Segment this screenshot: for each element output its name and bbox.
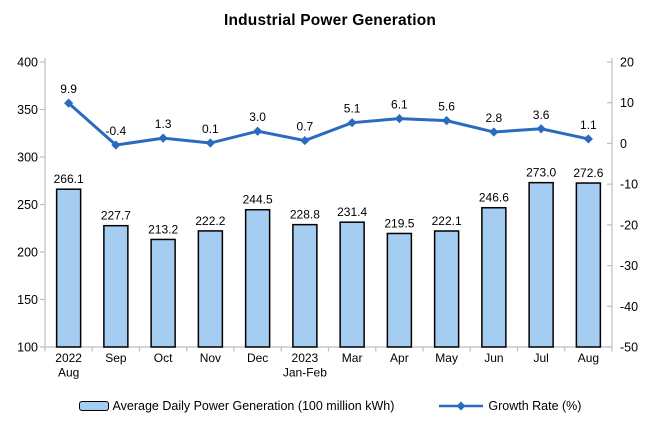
bar <box>481 206 507 348</box>
right-axis-tick-label: 10 <box>620 96 634 110</box>
x-axis-category-label: May <box>435 351 458 365</box>
chart-canvas: 40035030025020015010020100-10-20-30-40-5… <box>17 56 638 380</box>
bar-value-label: 272.6 <box>573 166 603 180</box>
left-axis-tick-label: 300 <box>17 151 38 165</box>
legend-bar-label: Average Daily Power Generation (100 mill… <box>112 399 395 413</box>
left-axis-tick-label: 350 <box>17 103 38 117</box>
x-axis-category-label: Mar <box>342 351 363 365</box>
line-value-label: -0.4 <box>106 124 127 138</box>
line-series-swatch-icon <box>439 401 484 411</box>
bar <box>528 181 554 348</box>
right-axis-tick-label: 0 <box>620 137 627 151</box>
line-value-label: 0.1 <box>202 122 219 136</box>
bar-series-swatch-icon <box>78 401 109 411</box>
line-value-label: 9.9 <box>60 82 77 96</box>
legend-line-label: Growth Rate (%) <box>488 399 582 413</box>
line-marker-diamond-icon <box>300 135 310 146</box>
bar <box>244 208 271 348</box>
legend: Average Daily Power Generation (100 mill… <box>0 399 660 413</box>
line-marker-diamond-icon <box>536 124 546 134</box>
line-value-label: 0.7 <box>297 120 314 134</box>
line-marker-diamond-icon <box>111 140 121 150</box>
line-value-label: 1.3 <box>155 117 172 131</box>
right-axis-tick-label: -10 <box>620 178 638 192</box>
line-value-label: 3.6 <box>533 108 550 122</box>
bars-group: 266.1 227.7 213.2 222.2 244.5 228.8 231.4 219.5… <box>54 166 604 348</box>
x-axis-category-label: Jun <box>484 351 503 365</box>
bar-value-label: 273.0 <box>526 166 556 180</box>
bar <box>575 182 602 348</box>
line-value-label: 1.1 <box>580 118 597 132</box>
bar-value-label: 219.5 <box>384 216 414 230</box>
line-value-label: 2.8 <box>486 111 503 125</box>
line-marker-diamond-icon <box>253 126 263 136</box>
line-marker-diamond-icon <box>158 133 168 143</box>
axes-group <box>40 58 613 352</box>
x-axis-category-label: 2022 <box>55 351 82 365</box>
bar <box>433 230 460 348</box>
bar-value-label: 231.4 <box>337 205 367 219</box>
line-value-label: 6.1 <box>391 98 408 112</box>
right-axis-tick-label: -20 <box>620 218 638 232</box>
x-axis-category-label: Nov <box>200 351 221 365</box>
left-axis-tick-label: 150 <box>17 293 38 307</box>
bar-value-label: 222.2 <box>195 214 225 228</box>
bar <box>150 238 176 348</box>
right-axis-tick-label: -30 <box>620 259 638 273</box>
bar-value-label: 246.6 <box>479 191 509 205</box>
right-axis-tick-label: -50 <box>620 341 638 355</box>
left-axis-tick-label: 250 <box>17 198 38 212</box>
bar <box>386 232 413 348</box>
bar <box>292 223 318 348</box>
bar <box>103 224 129 348</box>
line-marker-diamond-icon <box>205 138 215 148</box>
x-axis-category-label: 2023 <box>292 351 319 365</box>
x-axis-category-label: Aug <box>578 351 599 365</box>
x-axis-category-label: Sep <box>105 351 127 365</box>
bar-value-label: 222.1 <box>432 214 462 228</box>
line-value-label: 5.1 <box>344 102 361 116</box>
legend-item-bars: Average Daily Power Generation (100 mill… <box>78 399 395 413</box>
right-axis-tick-label: 20 <box>620 56 634 70</box>
bar-value-label: 266.1 <box>54 172 84 186</box>
bar <box>197 230 224 348</box>
legend-item-line: Growth Rate (%) <box>438 399 581 413</box>
line-series-group: 9.9 -0.4 1.3 0.1 3.0 0.7 5.1 6.1 5.6 2.8 3.6 1.1 <box>60 82 597 150</box>
left-axis-labels: 400 350 300 250 200 150 100 <box>17 56 38 355</box>
line-marker-diamond-icon <box>583 134 593 144</box>
line-value-label: 5.6 <box>438 100 455 114</box>
left-axis-tick-label: 200 <box>17 246 38 260</box>
bar-value-label: 227.7 <box>101 209 131 223</box>
line-marker-diamond-icon <box>347 118 357 128</box>
x-axis-category-label: Dec <box>247 351 268 365</box>
left-axis-tick-label: 100 <box>17 341 38 355</box>
line-value-label: 3.0 <box>249 110 266 124</box>
bar-value-label: 228.8 <box>290 208 320 222</box>
line-marker-diamond-icon <box>394 113 404 124</box>
x-axis-category-label: Oct <box>154 351 173 365</box>
line-marker-diamond-icon <box>64 98 74 108</box>
x-axis-category-label: Jul <box>533 351 548 365</box>
chart-title: Industrial Power Generation <box>223 12 437 29</box>
right-axis-tick-label: -40 <box>620 300 638 314</box>
line-marker-diamond-icon <box>489 127 499 137</box>
bar <box>55 188 82 348</box>
left-axis-tick-label: 400 <box>17 56 38 70</box>
right-axis-labels: 20 10 0 -10 -20 -30 -40 -50 <box>620 56 638 355</box>
x-axis-category-label: Jan-Feb <box>283 366 327 380</box>
bar-value-label: 244.5 <box>243 193 273 207</box>
growth-rate-line <box>67 101 589 147</box>
line-marker-diamond-icon <box>442 116 452 126</box>
bar <box>339 221 365 348</box>
bar-value-label: 213.2 <box>148 222 178 236</box>
x-axis-category-label: Aug <box>58 366 79 380</box>
x-axis-category-label: Apr <box>390 351 409 365</box>
